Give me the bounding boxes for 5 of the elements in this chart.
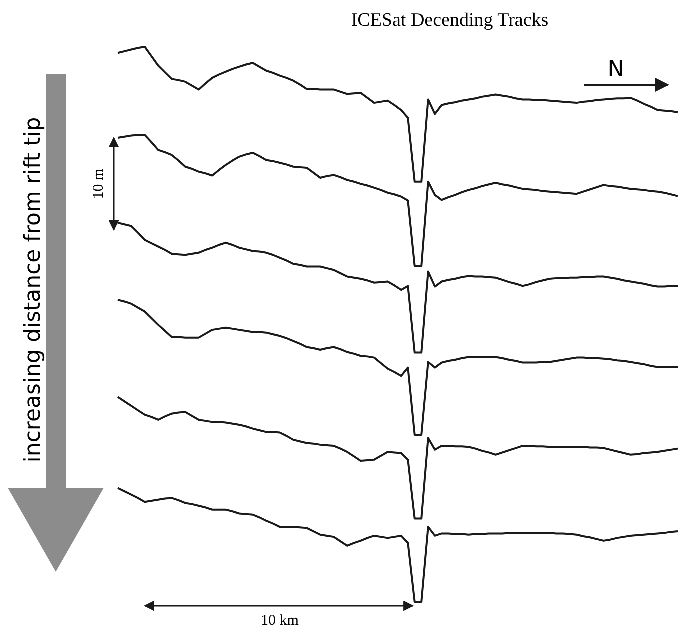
annotation: N [608, 57, 624, 82]
text: 10 km [261, 613, 300, 629]
text: increasing distance from rift tip [21, 117, 46, 463]
text: 10 m [91, 168, 107, 200]
chart-title: ICESat Decending Tracks [351, 10, 549, 31]
